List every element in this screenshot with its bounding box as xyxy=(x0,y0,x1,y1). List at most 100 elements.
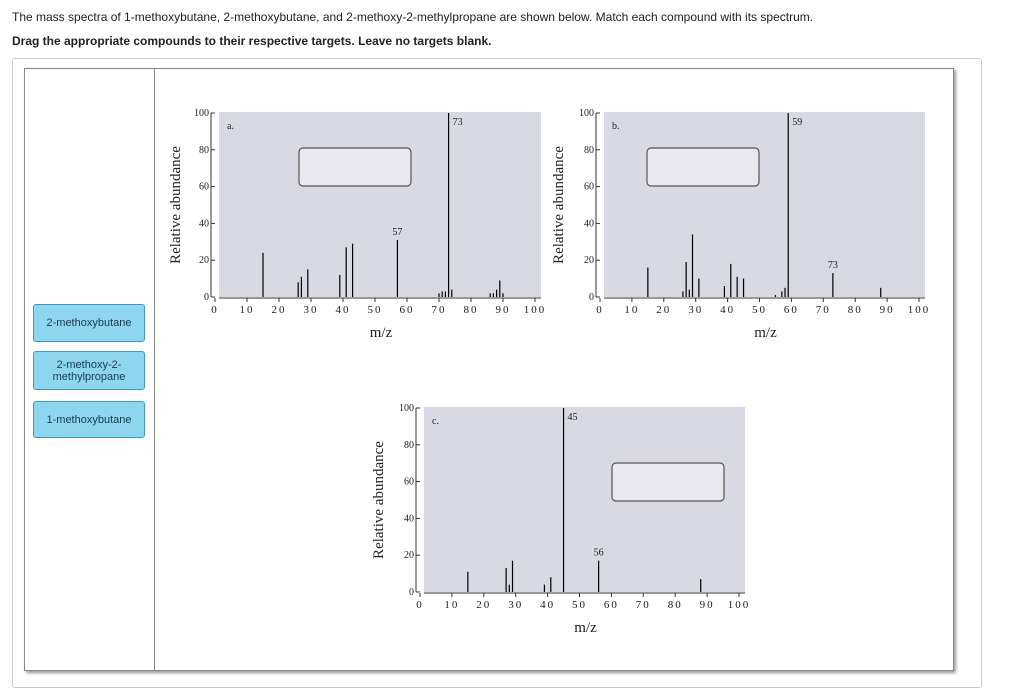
divider xyxy=(154,68,155,671)
draggable-answer[interactable]: 2-methoxy-2-methylpropane xyxy=(33,351,145,390)
draggable-answer[interactable]: 1-methoxybutane xyxy=(33,401,145,438)
x-tick-label: 20 xyxy=(272,304,287,316)
x-tick-label: 30 xyxy=(508,599,523,611)
x-tick-label: 70 xyxy=(636,599,651,611)
x-axis-label: m/z xyxy=(574,620,597,636)
draggable-answer[interactable]: 2-methoxybutane xyxy=(33,304,145,342)
x-tick-label: 10 xyxy=(444,599,459,611)
x-tick-label: 80 xyxy=(668,599,683,611)
panel-label: b. xyxy=(612,121,620,132)
x-tick-label: 30 xyxy=(304,304,319,316)
x-tick-label: 90 xyxy=(880,304,895,316)
work-area xyxy=(24,68,954,671)
x-tick-label: 50 xyxy=(572,599,587,611)
peak xyxy=(781,291,783,297)
drop-target[interactable] xyxy=(611,462,725,502)
peak xyxy=(730,263,732,297)
y-tick-label: 60 xyxy=(404,477,414,488)
peak xyxy=(691,234,694,297)
x-tick-label: 10 xyxy=(240,304,255,316)
x-tick-label: 100 xyxy=(728,599,751,611)
x-tick-label: 100 xyxy=(524,304,547,316)
x-tick-label: 10 xyxy=(624,304,639,316)
peak-label: 73 xyxy=(828,260,838,271)
peak-label: 57 xyxy=(392,227,402,238)
x-tick-label: 40 xyxy=(540,599,555,611)
peak xyxy=(787,113,789,297)
y-tick-label: 100 xyxy=(399,403,414,414)
peak xyxy=(598,560,600,592)
peak xyxy=(543,584,546,592)
instruction: Drag the appropriate compounds to their … xyxy=(12,34,492,48)
x-tick-label: 80 xyxy=(848,304,863,316)
peak xyxy=(444,291,446,297)
peak-label: 56 xyxy=(594,548,604,559)
y-tick-label: 60 xyxy=(199,182,209,193)
y-tick-label: 20 xyxy=(584,255,594,266)
peak xyxy=(499,280,501,297)
panel-label: c. xyxy=(432,416,439,427)
x-tick-label: 80 xyxy=(464,304,479,316)
peak-label: 45 xyxy=(568,412,578,423)
x-tick-label: 40 xyxy=(720,304,735,316)
peak xyxy=(832,273,834,297)
x-axis-label: m/z xyxy=(370,325,393,341)
x-axis-label: m/z xyxy=(754,325,777,341)
peak xyxy=(297,282,299,297)
x-tick-label: 40 xyxy=(336,304,351,316)
peak xyxy=(550,577,552,592)
x-tick-label: 0 xyxy=(211,304,219,316)
x-tick-label: 70 xyxy=(816,304,831,316)
peak xyxy=(262,252,264,297)
y-axis-label: Relative abundance xyxy=(551,146,567,264)
drop-target[interactable] xyxy=(646,147,760,187)
peak xyxy=(723,285,726,297)
y-tick-label: 80 xyxy=(584,145,594,156)
y-tick-label: 0 xyxy=(589,292,594,303)
y-tick-label: 100 xyxy=(579,108,594,119)
x-tick-label: 60 xyxy=(400,304,415,316)
x-tick-label: 100 xyxy=(908,304,931,316)
peak xyxy=(489,293,491,297)
peak xyxy=(467,571,469,592)
x-tick-label: 90 xyxy=(496,304,511,316)
peak xyxy=(496,289,498,297)
x-tick-label: 20 xyxy=(656,304,671,316)
prompt: The mass spectra of 1-methoxybutane, 2-m… xyxy=(12,10,814,24)
peak xyxy=(880,287,882,297)
peak-label: 73 xyxy=(453,117,463,128)
x-tick-label: 0 xyxy=(416,599,424,611)
y-tick-label: 60 xyxy=(584,182,594,193)
x-tick-label: 60 xyxy=(604,599,619,611)
panel-label: a. xyxy=(227,121,234,132)
x-tick-label: 50 xyxy=(752,304,767,316)
x-tick-label: 30 xyxy=(688,304,703,316)
peak xyxy=(448,113,450,297)
y-tick-label: 20 xyxy=(404,550,414,561)
peak xyxy=(307,269,309,297)
y-tick-label: 40 xyxy=(404,513,414,524)
peak xyxy=(502,293,504,297)
y-tick-label: 80 xyxy=(199,145,209,156)
y-tick-label: 40 xyxy=(584,218,594,229)
x-tick-label: 50 xyxy=(368,304,383,316)
peak xyxy=(688,289,690,297)
peak xyxy=(784,287,786,297)
peak xyxy=(562,408,565,592)
peak xyxy=(300,276,302,297)
peak xyxy=(441,291,443,297)
peak xyxy=(352,243,354,297)
drop-target[interactable] xyxy=(298,147,412,187)
peak xyxy=(698,278,700,297)
peak xyxy=(774,295,777,297)
y-tick-label: 0 xyxy=(204,292,209,303)
peak xyxy=(505,568,507,592)
x-tick-label: 60 xyxy=(784,304,799,316)
y-tick-label: 20 xyxy=(199,255,209,266)
peak xyxy=(511,560,514,592)
y-tick-label: 100 xyxy=(194,108,209,119)
peak xyxy=(438,293,440,297)
peak xyxy=(682,291,684,297)
y-axis-label: Relative abundance xyxy=(371,441,387,559)
